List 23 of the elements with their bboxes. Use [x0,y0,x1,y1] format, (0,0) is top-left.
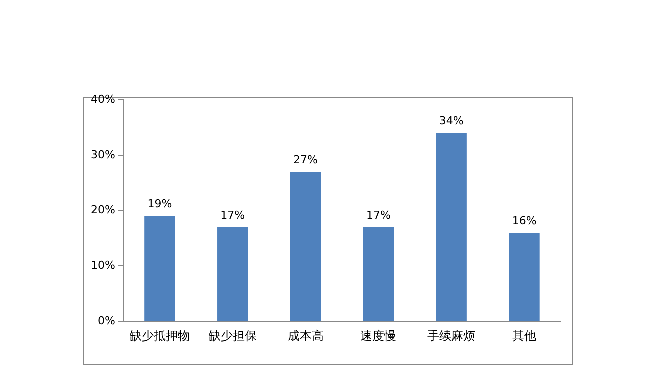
y-tick-label: 20% [90,204,116,217]
y-tick-label: 40% [90,92,116,106]
data-label: 17% [220,208,246,222]
x-tick-label: 缺少担保 [208,328,257,343]
x-tick-label: 缺少抵押物 [130,328,190,343]
bar [218,227,248,322]
bar [144,216,176,322]
bar [436,133,467,322]
x-tick-label: 成本高 [288,328,324,343]
y-tick-label: 0% [98,314,116,328]
x-tick-label: 速度慢 [360,328,397,343]
data-label: 19% [148,198,172,211]
data-label: 34% [439,114,464,128]
data-label: 27% [294,153,318,166]
x-tick-label: 手续麻烦 [428,328,476,343]
y-tick-label: 30% [90,148,116,162]
data-label: 17% [366,208,391,222]
bar [509,232,540,322]
bar [290,172,322,322]
data-label: 16% [512,214,537,228]
bar [363,227,394,322]
x-tick-label: 其他 [512,328,537,343]
y-tick-label: 10% [90,259,116,272]
